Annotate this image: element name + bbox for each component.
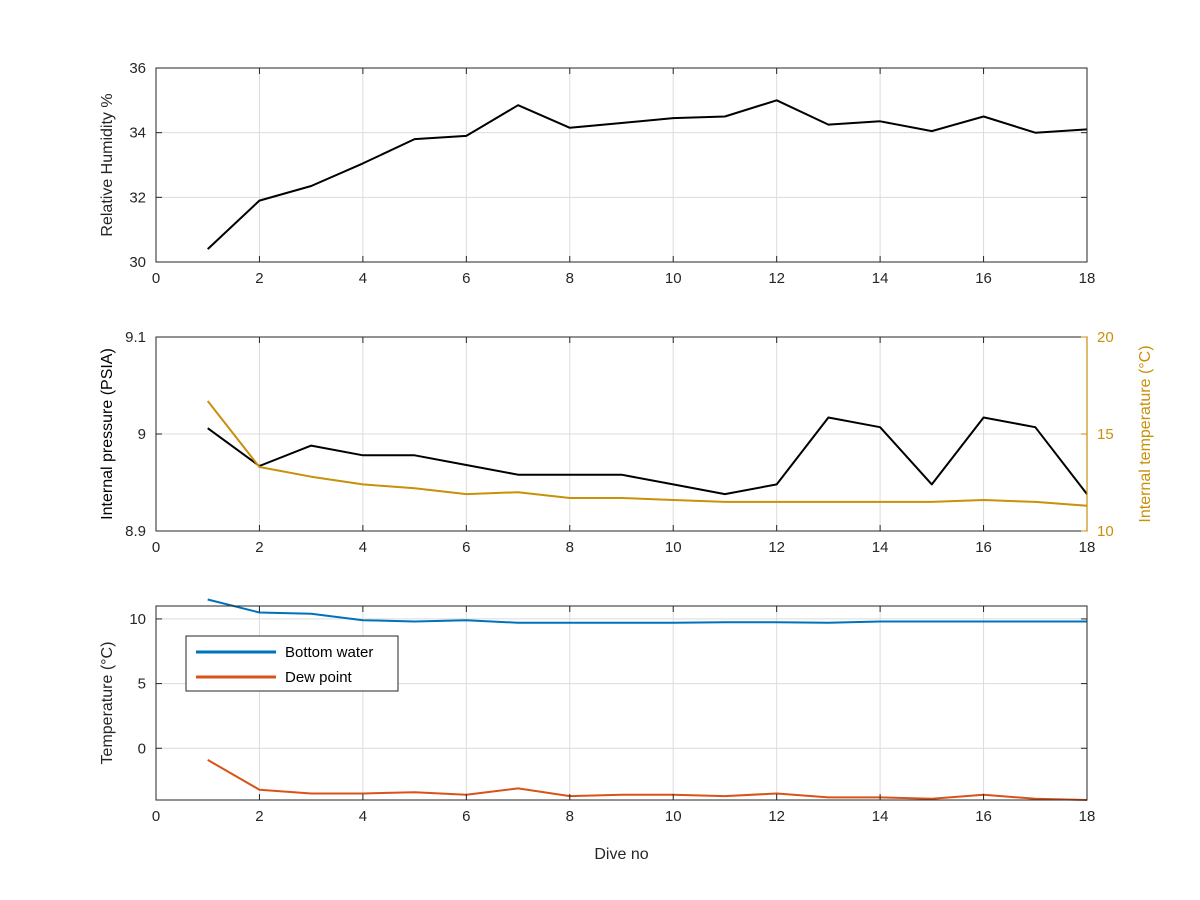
x-tick-label: 4 <box>359 270 367 287</box>
temperature-plot: 0 2 4 6 8 10 12 14 16 18 0 5 10 Temperature (°C) Dive … <box>99 598 1096 863</box>
legend-entry: Dew point <box>285 669 353 686</box>
y-tick-label: 32 <box>129 189 146 206</box>
y2-tick-label: 20 <box>1097 329 1114 346</box>
series-line-bottom-water <box>207 598 1087 624</box>
y-tick-label: 36 <box>129 60 146 77</box>
legend: Bottom water Dew point <box>185 635 399 692</box>
x-tick-label: 0 <box>152 539 160 556</box>
x-tick-label: 16 <box>975 270 992 287</box>
y-axis-label: Internal pressure (PSIA) <box>99 348 116 520</box>
x-tick-label: 2 <box>255 539 263 556</box>
x-tick-label: 0 <box>152 808 160 825</box>
y-tick-label: 5 <box>138 676 146 693</box>
x-tick-label: 2 <box>255 808 263 825</box>
y2-axis-label: Internal temperature (°C) <box>1137 345 1154 522</box>
legend-entry: Bottom water <box>285 644 373 661</box>
x-tick-label: 14 <box>872 539 889 556</box>
series-line-left-axis <box>207 416 1088 496</box>
x-tick-label: 6 <box>462 808 470 825</box>
y-tick-label: 10 <box>129 611 146 628</box>
humidity-plot: 0 2 4 6 8 10 12 14 16 18 30 32 34 36 Relative Humidity… <box>99 60 1095 287</box>
x-tick-label: 14 <box>872 270 889 287</box>
x-tick-label: 8 <box>566 270 574 287</box>
y-tick-label: 30 <box>129 254 146 271</box>
x-axis-label: Dive no <box>594 846 648 863</box>
x-tick-label: 8 <box>566 808 574 825</box>
x-tick-label: 6 <box>462 270 470 287</box>
x-tick-label: 10 <box>665 270 682 287</box>
x-tick-label: 16 <box>975 539 992 556</box>
x-tick-label: 14 <box>872 808 889 825</box>
y2-tick-label: 10 <box>1097 523 1114 540</box>
x-tick-label: 12 <box>768 270 785 287</box>
x-tick-label: 10 <box>665 808 682 825</box>
x-tick-label: 8 <box>566 539 574 556</box>
y-axis-label: Relative Humidity % <box>99 93 116 236</box>
y2-tick-label: 15 <box>1097 426 1114 443</box>
x-tick-label: 18 <box>1079 808 1096 825</box>
y-tick-label: 0 <box>138 740 146 757</box>
x-tick-label: 18 <box>1079 539 1096 556</box>
pressure-temperature-plot: 0 2 4 6 8 10 12 14 16 18 8.9 9 9.1 10 15 20 Internal tem… <box>99 329 1154 556</box>
y-tick-label: 9 <box>138 426 146 443</box>
x-tick-label: 6 <box>462 539 470 556</box>
axes-box <box>155 605 1088 801</box>
series-line-right-axis <box>206 400 1088 507</box>
x-tick-label: 16 <box>975 808 992 825</box>
axes-box <box>155 67 1088 263</box>
series-line-left-axis <box>207 99 1088 250</box>
x-tick-label: 12 <box>768 808 785 825</box>
y-axis-label: Temperature (°C) <box>99 642 116 765</box>
x-tick-label: 2 <box>255 270 263 287</box>
x-tick-label: 10 <box>665 539 682 556</box>
y-tick-label: 9.1 <box>125 329 146 346</box>
x-tick-label: 12 <box>768 539 785 556</box>
x-tick-label: 4 <box>359 539 367 556</box>
x-tick-label: 18 <box>1079 270 1096 287</box>
y-tick-label: 8.9 <box>125 523 146 540</box>
x-tick-label: 0 <box>152 270 160 287</box>
series-line-dew-point <box>207 759 1088 801</box>
legend-box <box>185 635 399 692</box>
y-tick-label: 34 <box>129 125 146 142</box>
x-tick-label: 4 <box>359 808 367 825</box>
